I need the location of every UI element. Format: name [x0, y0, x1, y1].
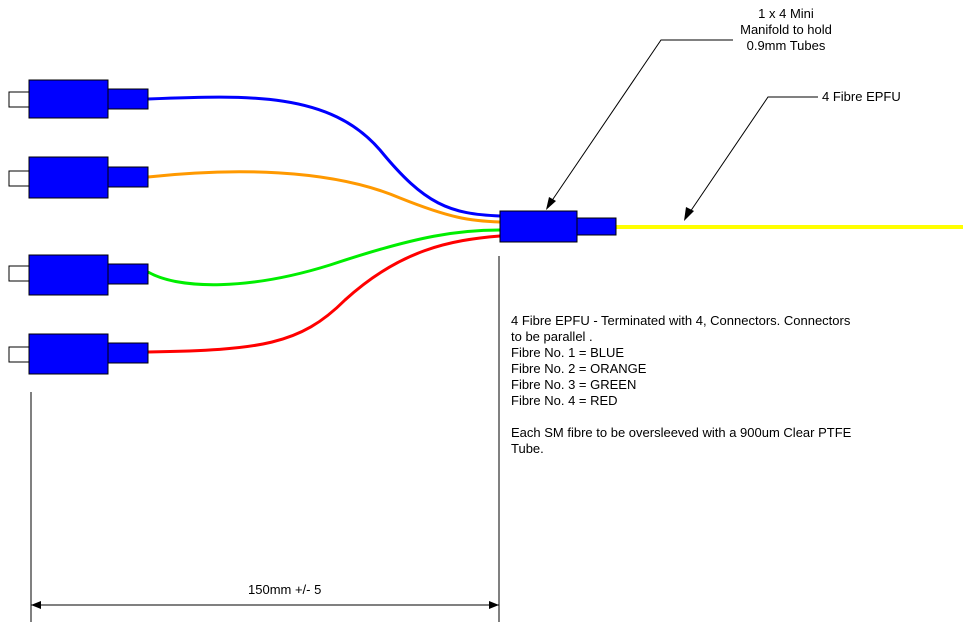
- fibre-3-note: Fibre No. 3 = GREEN: [511, 377, 637, 392]
- epfu-label: 4 Fibre EPFU: [822, 89, 901, 104]
- assembly-notes: 4 Fibre EPFU - Terminated with 4, Connec…: [511, 313, 956, 457]
- fibre-red: [147, 234, 501, 354]
- dimension-150mm: [30, 256, 500, 622]
- manifold-label-line-1: 1 x 4 Mini: [758, 6, 814, 21]
- notes-spacer: [511, 409, 956, 425]
- fibre-blue: [147, 95, 501, 218]
- fibre-green: [147, 228, 501, 287]
- fibre-4-note: Fibre No. 4 = RED: [511, 393, 618, 408]
- fibre-2-note: Fibre No. 2 = ORANGE: [511, 361, 647, 376]
- connector-2: [8, 156, 149, 199]
- sleeve-note-line-1: Each SM fibre to be oversleeved with a 9…: [511, 425, 852, 440]
- notes-line-2: to be parallel .: [511, 329, 593, 344]
- fibre-1-note: Fibre No. 1 = BLUE: [511, 345, 625, 360]
- manifold-leader: [546, 39, 733, 210]
- fibre-orange: [147, 170, 501, 224]
- manifold-label: 1 x 4 Mini Manifold to hold 0.9mm Tubes: [726, 6, 846, 54]
- dimension-label: 150mm +/- 5: [248, 582, 322, 597]
- notes-line-1: 4 Fibre EPFU - Terminated with 4, Connec…: [511, 313, 851, 328]
- sleeve-note-line-2: Tube.: [511, 441, 544, 456]
- manifold-label-line-2: Manifold to hold: [740, 22, 832, 37]
- connector-4: [8, 333, 149, 375]
- manifold-label-line-3: 0.9mm Tubes: [746, 38, 826, 53]
- manifold: [499, 210, 617, 243]
- connector-1: [8, 79, 149, 119]
- connector-3: [8, 254, 149, 296]
- epfu-leader: [684, 96, 818, 221]
